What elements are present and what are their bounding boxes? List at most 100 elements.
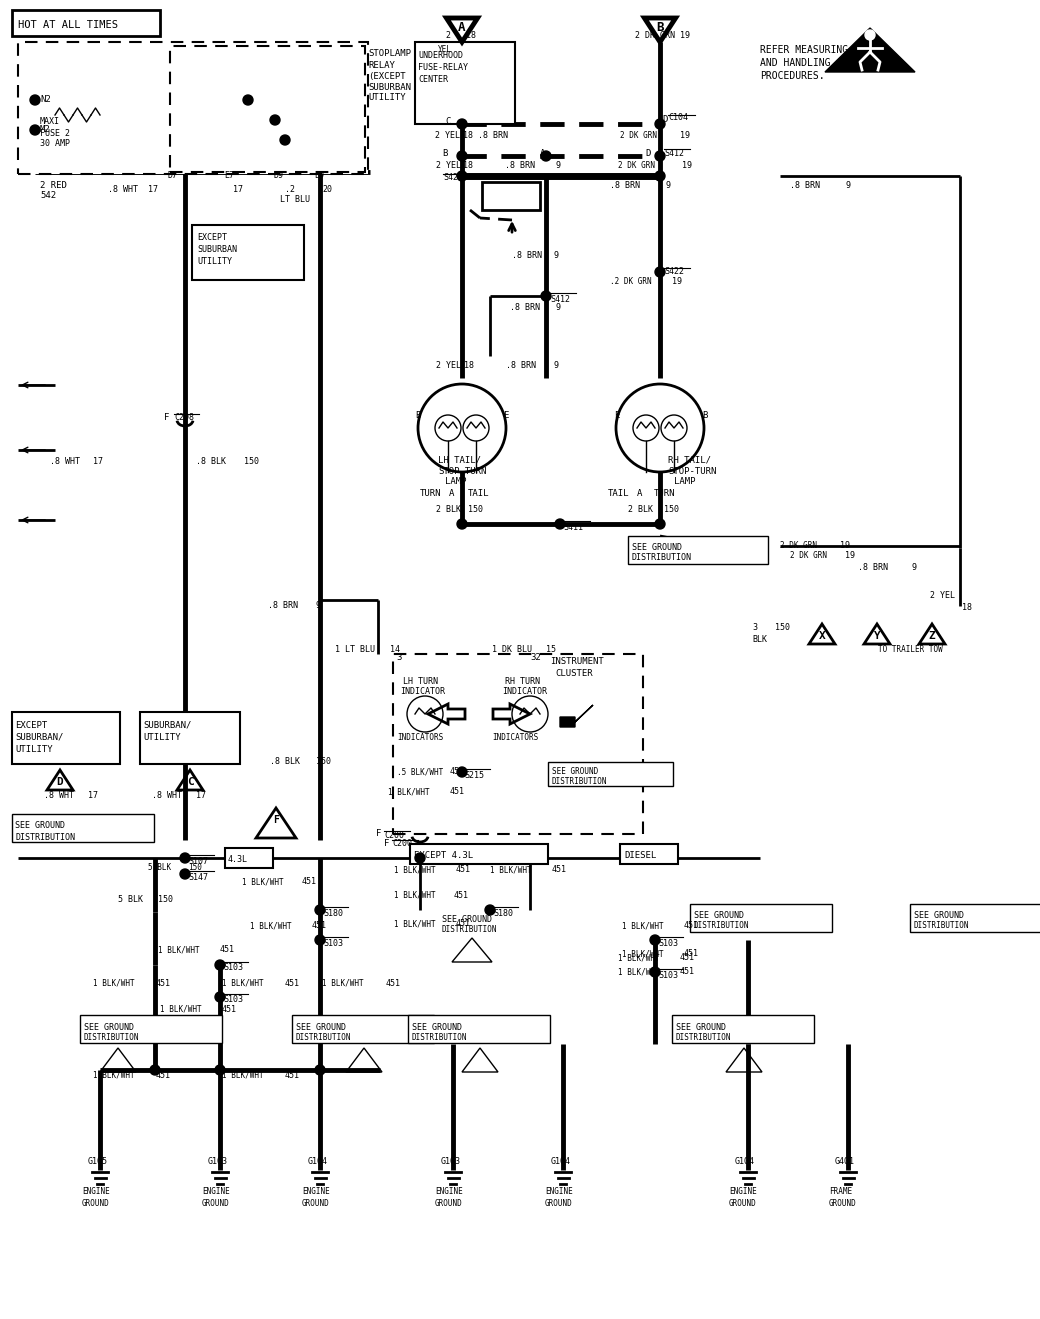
Text: 451: 451 xyxy=(680,954,695,963)
Text: 9: 9 xyxy=(316,601,321,611)
Text: 1 BLK/WHT: 1 BLK/WHT xyxy=(618,968,659,976)
Text: .8 BRN: .8 BRN xyxy=(610,182,640,190)
Text: 19: 19 xyxy=(840,542,850,550)
Text: S411: S411 xyxy=(563,522,583,532)
Text: UTILITY: UTILITY xyxy=(144,732,181,741)
Text: 1 BLK/WHT: 1 BLK/WHT xyxy=(93,1071,134,1079)
Text: G104: G104 xyxy=(308,1158,328,1166)
Text: ENGINE: ENGINE xyxy=(82,1187,110,1196)
Text: 18: 18 xyxy=(466,32,476,41)
Text: D: D xyxy=(662,116,668,124)
Circle shape xyxy=(555,518,565,529)
Text: INSTRUMENT: INSTRUMENT xyxy=(550,657,604,666)
Text: ENGINE: ENGINE xyxy=(202,1187,230,1196)
Text: B: B xyxy=(702,410,707,419)
Text: SEE GROUND: SEE GROUND xyxy=(84,1022,134,1031)
Text: .8 BRN: .8 BRN xyxy=(268,601,298,611)
Text: 150: 150 xyxy=(316,757,331,766)
Bar xyxy=(12,11,160,36)
Text: .8 BLK: .8 BLK xyxy=(270,757,300,766)
Text: 451: 451 xyxy=(156,1071,171,1079)
Bar xyxy=(910,904,1040,933)
Text: 9: 9 xyxy=(554,361,560,371)
Text: G401: G401 xyxy=(835,1158,855,1166)
Text: 9: 9 xyxy=(665,182,670,190)
Text: SEE GROUND: SEE GROUND xyxy=(15,822,64,831)
Text: .8 BRN: .8 BRN xyxy=(790,182,820,190)
Text: 451: 451 xyxy=(220,946,235,955)
Text: STOPLAMP: STOPLAMP xyxy=(368,50,411,58)
Bar xyxy=(140,712,240,764)
Circle shape xyxy=(215,1064,225,1075)
Circle shape xyxy=(655,518,665,529)
Text: 150: 150 xyxy=(664,505,679,514)
Text: 150: 150 xyxy=(158,896,173,905)
Text: (EXCEPT: (EXCEPT xyxy=(368,71,406,80)
Text: 542: 542 xyxy=(40,191,56,200)
Text: 1 BLK/WHT: 1 BLK/WHT xyxy=(394,890,436,900)
Text: UTILITY: UTILITY xyxy=(368,94,406,103)
Text: EXCEPT: EXCEPT xyxy=(197,233,227,243)
Text: .2: .2 xyxy=(285,186,295,194)
Text: LH TAIL/: LH TAIL/ xyxy=(438,455,480,464)
Text: 1 BLK/WHT: 1 BLK/WHT xyxy=(250,922,291,930)
Text: C298: C298 xyxy=(174,413,194,422)
Text: B: B xyxy=(415,410,420,419)
Text: CENTER: CENTER xyxy=(418,74,448,83)
Text: .8 BRN: .8 BRN xyxy=(506,361,536,371)
Circle shape xyxy=(180,869,190,878)
Text: 451: 451 xyxy=(456,865,471,874)
Circle shape xyxy=(457,768,467,777)
Bar xyxy=(192,226,304,280)
Text: 17: 17 xyxy=(88,790,98,799)
Text: 1 BLK/WHT: 1 BLK/WHT xyxy=(394,919,436,929)
Text: 2 YEL: 2 YEL xyxy=(930,591,955,600)
Text: 1 BLK/WHT: 1 BLK/WHT xyxy=(222,979,263,988)
Text: 9: 9 xyxy=(556,161,561,170)
Text: GROUND: GROUND xyxy=(202,1199,230,1207)
Circle shape xyxy=(150,1064,160,1075)
Text: 18: 18 xyxy=(463,132,473,141)
Text: DISTRIBUTION: DISTRIBUTION xyxy=(632,554,692,562)
Text: 1 BLK/WHT: 1 BLK/WHT xyxy=(388,787,430,797)
Circle shape xyxy=(180,853,190,863)
Text: 2 YEL: 2 YEL xyxy=(436,361,461,371)
Bar xyxy=(415,42,515,124)
Bar xyxy=(620,844,678,864)
Circle shape xyxy=(655,150,665,161)
Text: G104: G104 xyxy=(551,1158,571,1166)
Text: SUBURBAN: SUBURBAN xyxy=(368,83,411,91)
Text: FUSE 2: FUSE 2 xyxy=(40,128,70,137)
Text: 1 BLK/WHT: 1 BLK/WHT xyxy=(158,946,200,955)
Circle shape xyxy=(457,150,467,161)
Text: 17: 17 xyxy=(196,790,206,799)
Text: 19: 19 xyxy=(680,32,690,41)
Text: 4.3L: 4.3L xyxy=(228,856,248,864)
Text: 1 DK BLU: 1 DK BLU xyxy=(492,645,532,654)
Text: SEE GROUND: SEE GROUND xyxy=(694,911,744,921)
Text: INDICATOR: INDICATOR xyxy=(502,687,547,696)
Text: 451: 451 xyxy=(552,865,567,874)
Text: E9: E9 xyxy=(314,170,324,179)
Circle shape xyxy=(655,119,665,129)
Text: BLK: BLK xyxy=(752,636,768,645)
Text: INDICATORS: INDICATORS xyxy=(492,732,539,741)
Text: DISTRIBUTION: DISTRIBUTION xyxy=(676,1033,731,1042)
Circle shape xyxy=(541,291,551,301)
Text: 9: 9 xyxy=(844,182,850,190)
Text: 1 BLK/WHT: 1 BLK/WHT xyxy=(93,979,134,988)
Text: F: F xyxy=(384,839,389,848)
Text: SEE GROUND: SEE GROUND xyxy=(412,1022,462,1031)
Text: 451: 451 xyxy=(156,979,171,988)
Text: X: X xyxy=(818,630,826,641)
Text: GROUND: GROUND xyxy=(545,1199,573,1207)
Text: ENGINE: ENGINE xyxy=(729,1187,757,1196)
Text: S103: S103 xyxy=(223,996,243,1005)
Text: S103: S103 xyxy=(323,939,343,947)
Text: TAIL: TAIL xyxy=(608,489,629,499)
Text: 451: 451 xyxy=(222,1005,237,1013)
Text: RH TAIL/: RH TAIL/ xyxy=(668,455,711,464)
Text: G103: G103 xyxy=(441,1158,461,1166)
Text: DIESEL: DIESEL xyxy=(624,852,656,860)
Circle shape xyxy=(30,125,40,135)
